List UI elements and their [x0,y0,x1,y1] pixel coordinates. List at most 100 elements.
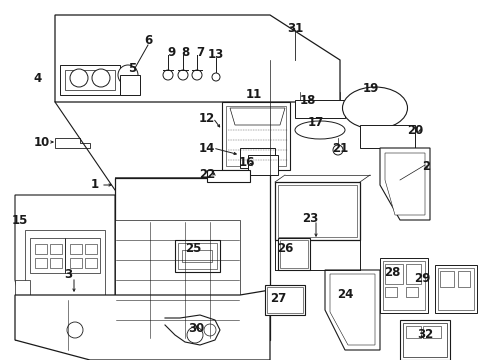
Polygon shape [325,270,380,350]
Bar [440,271,454,287]
Text: 1: 1 [91,179,99,192]
Bar [400,320,450,360]
Text: 18: 18 [300,94,316,107]
Bar [438,268,474,310]
Text: 17: 17 [308,117,324,130]
Polygon shape [278,185,357,237]
Polygon shape [295,100,345,118]
Polygon shape [15,195,115,340]
Polygon shape [278,238,310,270]
Text: 11: 11 [246,89,262,102]
Polygon shape [267,287,303,313]
Circle shape [192,70,202,80]
Bar [65,238,100,273]
Bar [403,323,447,357]
Polygon shape [380,148,430,220]
Bar [85,244,97,254]
Polygon shape [55,15,340,102]
Polygon shape [25,230,105,320]
Bar [435,265,477,313]
Bar [385,287,397,297]
Circle shape [92,69,110,87]
Text: 19: 19 [363,81,379,94]
Bar [182,250,212,262]
Bar [423,326,441,338]
Circle shape [178,70,188,80]
Text: 25: 25 [185,242,201,255]
Bar [406,264,421,284]
Polygon shape [280,240,308,268]
Text: 15: 15 [12,213,28,226]
Polygon shape [330,274,375,345]
Text: 16: 16 [239,156,255,168]
Circle shape [163,70,173,80]
Polygon shape [15,290,270,360]
Text: 31: 31 [287,22,303,35]
Text: 9: 9 [167,45,175,58]
Bar [85,258,97,268]
Circle shape [212,73,220,81]
Text: 12: 12 [199,112,215,125]
Polygon shape [360,125,415,148]
Text: 21: 21 [332,141,348,154]
Ellipse shape [295,121,345,139]
Bar [406,326,421,338]
Text: 3: 3 [64,269,72,282]
Text: 10: 10 [34,135,50,148]
Polygon shape [207,170,250,182]
Circle shape [70,69,88,87]
Polygon shape [222,102,290,170]
Text: 8: 8 [181,45,189,58]
Bar [385,264,403,284]
Text: 13: 13 [208,49,224,62]
Bar [30,238,65,273]
Text: 5: 5 [128,62,136,75]
Polygon shape [15,280,30,340]
Bar [70,258,82,268]
Bar [70,244,82,254]
Bar [406,287,418,297]
Bar [35,244,47,254]
Text: 27: 27 [270,292,286,305]
Polygon shape [115,165,270,340]
Polygon shape [115,165,270,178]
Text: 6: 6 [144,33,152,46]
Text: 7: 7 [196,45,204,58]
Circle shape [204,324,216,336]
Text: 20: 20 [407,123,423,136]
Bar [50,258,62,268]
Bar [380,258,428,313]
Text: 2: 2 [422,161,430,174]
Circle shape [34,319,46,331]
Text: 22: 22 [199,168,215,181]
Bar [383,261,425,310]
Circle shape [67,322,83,338]
Bar [458,271,470,287]
Circle shape [187,327,203,343]
Polygon shape [230,108,285,125]
Polygon shape [115,220,240,340]
Polygon shape [240,148,275,168]
Polygon shape [275,182,360,240]
Polygon shape [226,106,286,166]
Bar [50,244,62,254]
Polygon shape [178,243,217,269]
Polygon shape [265,285,305,315]
Polygon shape [55,138,90,148]
Polygon shape [248,155,278,175]
Polygon shape [175,240,220,272]
Text: 14: 14 [199,141,215,154]
Circle shape [333,145,343,155]
Circle shape [118,65,138,85]
Bar [35,258,47,268]
Polygon shape [60,65,120,95]
Text: 24: 24 [337,288,353,302]
Text: 28: 28 [384,266,400,279]
Text: 29: 29 [414,271,430,284]
Text: 30: 30 [188,321,204,334]
Text: 32: 32 [417,328,433,342]
Polygon shape [65,70,115,90]
Ellipse shape [343,87,408,129]
Polygon shape [385,153,425,215]
Text: 4: 4 [34,72,42,85]
